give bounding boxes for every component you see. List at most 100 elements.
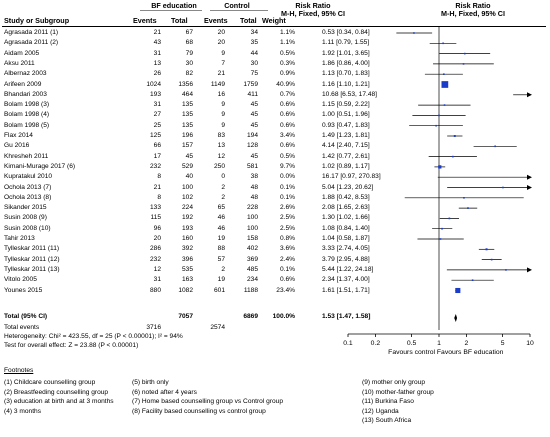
study-events-bf: 26 xyxy=(153,70,161,78)
study-study-name: Bhandari 2003 xyxy=(4,90,47,98)
study-total-ctrl: 485 xyxy=(246,265,258,273)
study-events-bf: 27 xyxy=(153,111,161,119)
study-total-ctrl: 228 xyxy=(246,204,258,212)
study-events-bf: 125 xyxy=(149,132,161,139)
overall-effect-text: Test for overall effect: Z = 23.88 (P < … xyxy=(4,342,139,349)
study-study-name: Susin 2008 (10) xyxy=(4,224,51,232)
study-ci: 1.04 [0.58, 1.87] xyxy=(322,235,370,242)
study-total-bf: 40 xyxy=(185,173,193,181)
study-events-ctrl: 9 xyxy=(221,49,225,57)
effect-square xyxy=(441,227,443,230)
effect-square xyxy=(448,217,451,220)
study-events-bf: 21 xyxy=(153,183,161,191)
x-axis-tick-label: 0.5 xyxy=(407,340,417,347)
study-total-ctrl: 30 xyxy=(250,59,258,67)
effect-square xyxy=(455,287,461,294)
study-study-name: Albernaz 2003 xyxy=(4,70,47,78)
study-total-bf: 193 xyxy=(181,224,193,232)
ci-arrow xyxy=(527,267,532,273)
control-group-rule xyxy=(210,10,268,11)
study-total-bf: 392 xyxy=(181,245,193,253)
study-total-bf: 163 xyxy=(181,276,193,284)
study-ci: 1.11 [0.79, 1.55] xyxy=(322,39,370,47)
effect-square xyxy=(471,279,474,281)
study-ci: 1.92 [1.01, 3.65] xyxy=(322,49,370,57)
study-weight: 0.6% xyxy=(279,121,295,129)
study-weight: 0.1% xyxy=(279,193,295,201)
study-ci: 5.04 [1.23, 20.62] xyxy=(322,183,374,191)
study-ci: 3.79 [2.95, 4.88] xyxy=(322,255,370,263)
study-weight: 2.6% xyxy=(279,204,295,212)
study-study-name: Ochola 2013 (8) xyxy=(4,193,52,201)
study-total-bf: 135 xyxy=(181,121,193,129)
study-ci: 1.08 [0.84, 1.40] xyxy=(322,224,370,232)
study-events-ctrl: 88 xyxy=(217,245,225,253)
col-header-weight: Weight xyxy=(262,16,286,25)
study-total-ctrl: 194 xyxy=(246,132,258,139)
study-events-ctrl: 9 xyxy=(221,111,225,119)
total-events-ctrl: 2574 xyxy=(210,324,225,331)
x-axis-tick-label: 0.2 xyxy=(371,340,381,347)
study-events-ctrl: 601 xyxy=(213,286,225,294)
x-axis-tick-label: 10 xyxy=(526,340,534,347)
study-total-bf: 196 xyxy=(181,132,193,139)
study-total-bf: 135 xyxy=(181,111,193,119)
effect-square xyxy=(467,207,469,209)
study-study-name: Tylleskar 2011 (11) xyxy=(4,245,60,253)
footnote: (11) Burkina Faso xyxy=(362,398,414,405)
study-events-bf: 43 xyxy=(153,39,161,47)
ci-arrow xyxy=(527,174,532,180)
study-total-ctrl: 158 xyxy=(246,235,258,242)
study-study-name: Tylleskar 2011 (13) xyxy=(4,265,60,273)
ci-arrow xyxy=(527,92,532,98)
study-events-ctrl: 13 xyxy=(217,142,225,150)
study-ci: 4.14 [2.40, 7.15] xyxy=(322,142,370,150)
study-total-ctrl: 581 xyxy=(246,162,258,170)
study-total-ctrl: 234 xyxy=(246,276,258,284)
study-weight: 3.6% xyxy=(279,245,295,253)
footnote: (13) South Africa xyxy=(362,417,412,424)
study-ci: 1.49 [1.23, 1.81] xyxy=(322,132,370,139)
pooled-diamond xyxy=(454,314,458,322)
favours-bf-education-label: Favours BF education xyxy=(437,349,504,356)
study-ci: 0.53 [0.34, 0.84] xyxy=(322,29,370,36)
study-total-bf: 396 xyxy=(181,255,193,263)
study-weight: 0.0% xyxy=(279,173,295,181)
study-total-bf: 1356 xyxy=(178,80,193,88)
study-study-name: Sikander 2015 xyxy=(4,204,47,212)
favours-control-label: Favours control xyxy=(388,349,435,356)
footnotes-title: Footnotes xyxy=(4,367,34,374)
ci-arrow xyxy=(527,185,532,190)
study-study-name: Tahir 2013 xyxy=(4,235,35,242)
study-events-ctrl: 9 xyxy=(221,101,225,109)
footnote: (1) Childcare counselling group xyxy=(4,379,96,386)
study-events-ctrl: 2 xyxy=(221,183,225,191)
study-weight: 2.5% xyxy=(279,224,295,232)
effect-square xyxy=(505,269,507,271)
study-events-ctrl: 83 xyxy=(217,132,225,139)
group-header-bf: BF education xyxy=(151,1,197,10)
study-study-name: Gu 2016 xyxy=(4,142,30,150)
footnote: (10) mother-father group xyxy=(362,388,434,396)
study-ci: 1.42 [0.77, 2.61] xyxy=(322,152,370,160)
study-weight: 0.1% xyxy=(279,183,295,191)
study-ci: 5.44 [1.22, 24.18] xyxy=(322,265,374,273)
study-weight: 2.4% xyxy=(279,255,295,263)
study-events-bf: 8 xyxy=(157,173,161,181)
study-study-name: Vitolo 2005 xyxy=(4,276,37,284)
study-weight: 0.3% xyxy=(279,59,295,67)
study-total-bf: 135 xyxy=(181,101,193,109)
study-ci: 16.17 [0.97, 270.83] xyxy=(322,173,381,181)
study-total-ctrl: 48 xyxy=(250,193,258,201)
effect-square xyxy=(443,104,446,106)
study-weight: 0.6% xyxy=(279,101,295,109)
study-weight: 0.6% xyxy=(279,142,295,150)
effect-square xyxy=(442,42,444,45)
footnote: (8) Facility based counselling vs contro… xyxy=(132,407,266,415)
study-events-bf: 12 xyxy=(153,265,161,273)
col-header-events-ctrl: Events xyxy=(204,16,228,25)
study-total-bf: 100 xyxy=(181,183,193,191)
col-header-total-ctrl: Total xyxy=(240,16,257,25)
study-ci: 1.15 [0.59, 2.22] xyxy=(322,101,370,109)
study-weight: 0.5% xyxy=(279,49,295,57)
